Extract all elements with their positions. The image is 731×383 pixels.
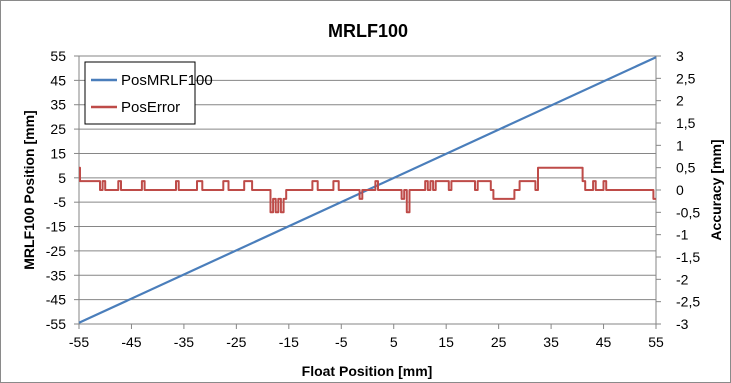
y-axis-title: MRLF100 Position [mm] [21, 110, 37, 269]
y2-tick-label: -3 [676, 316, 689, 332]
series-layer [78, 56, 657, 324]
x-tick-label: 45 [596, 334, 612, 350]
y-tick-label: 15 [50, 145, 66, 161]
y2-tick-label: -1,5 [676, 249, 700, 265]
y2-tick-label: 3 [676, 48, 684, 64]
legend-label-poserror: PosError [121, 99, 180, 116]
y2-tick-label: -1 [676, 227, 689, 243]
x-tick-label: -45 [121, 334, 141, 350]
y-tick-label: 35 [50, 97, 66, 113]
y2-tick-label: -2,5 [676, 294, 700, 310]
y-tick-label: -55 [46, 316, 66, 332]
x-tick-label: 5 [390, 334, 398, 350]
series-line-poserror [79, 166, 656, 214]
x-tick-label: 25 [491, 334, 507, 350]
legend-label-posmrlf100: PosMRLF100 [121, 72, 213, 89]
y-tick-label: 25 [50, 121, 66, 137]
y-tick-label: 5 [58, 170, 66, 186]
y2-tick-label: 0,5 [676, 160, 696, 176]
y-tick-label: 55 [50, 48, 66, 64]
y-tick-label: -15 [46, 219, 66, 235]
x-tick-label: -55 [69, 334, 89, 350]
legend-box [84, 61, 196, 125]
y-tick-label: -25 [46, 243, 66, 259]
y-tick-label: -5 [54, 194, 67, 210]
y2-tick-label: 0 [676, 182, 684, 198]
y-tick-label: 45 [50, 72, 66, 88]
y2-tick-label: 2,5 [676, 70, 696, 86]
y2-tick-label: 1 [676, 137, 684, 153]
y2-tick-label: 2 [676, 93, 684, 109]
x-tick-label: 55 [648, 334, 664, 350]
x-axis-title: Float Position [mm] [302, 363, 433, 379]
x-tick-label: -25 [226, 334, 246, 350]
x-tick-label: 35 [543, 334, 559, 350]
y2-tick-label: -2 [676, 271, 689, 287]
x-tick-label: 15 [438, 334, 454, 350]
x-tick-label: -35 [174, 334, 194, 350]
y2-tick-label: 1,5 [676, 115, 696, 131]
y-tick-label: -45 [46, 292, 66, 308]
x-tick-label: -15 [279, 334, 299, 350]
axes [74, 55, 661, 329]
y2-axis-title: Accuracy [mm] [708, 139, 724, 240]
y2-tick-label: -0,5 [676, 204, 700, 220]
legend: PosMRLF100 PosError [84, 61, 213, 125]
x-tick-label: -5 [335, 334, 348, 350]
chart-title: MRLF100 [328, 21, 408, 41]
y-tick-label: -35 [46, 267, 66, 283]
